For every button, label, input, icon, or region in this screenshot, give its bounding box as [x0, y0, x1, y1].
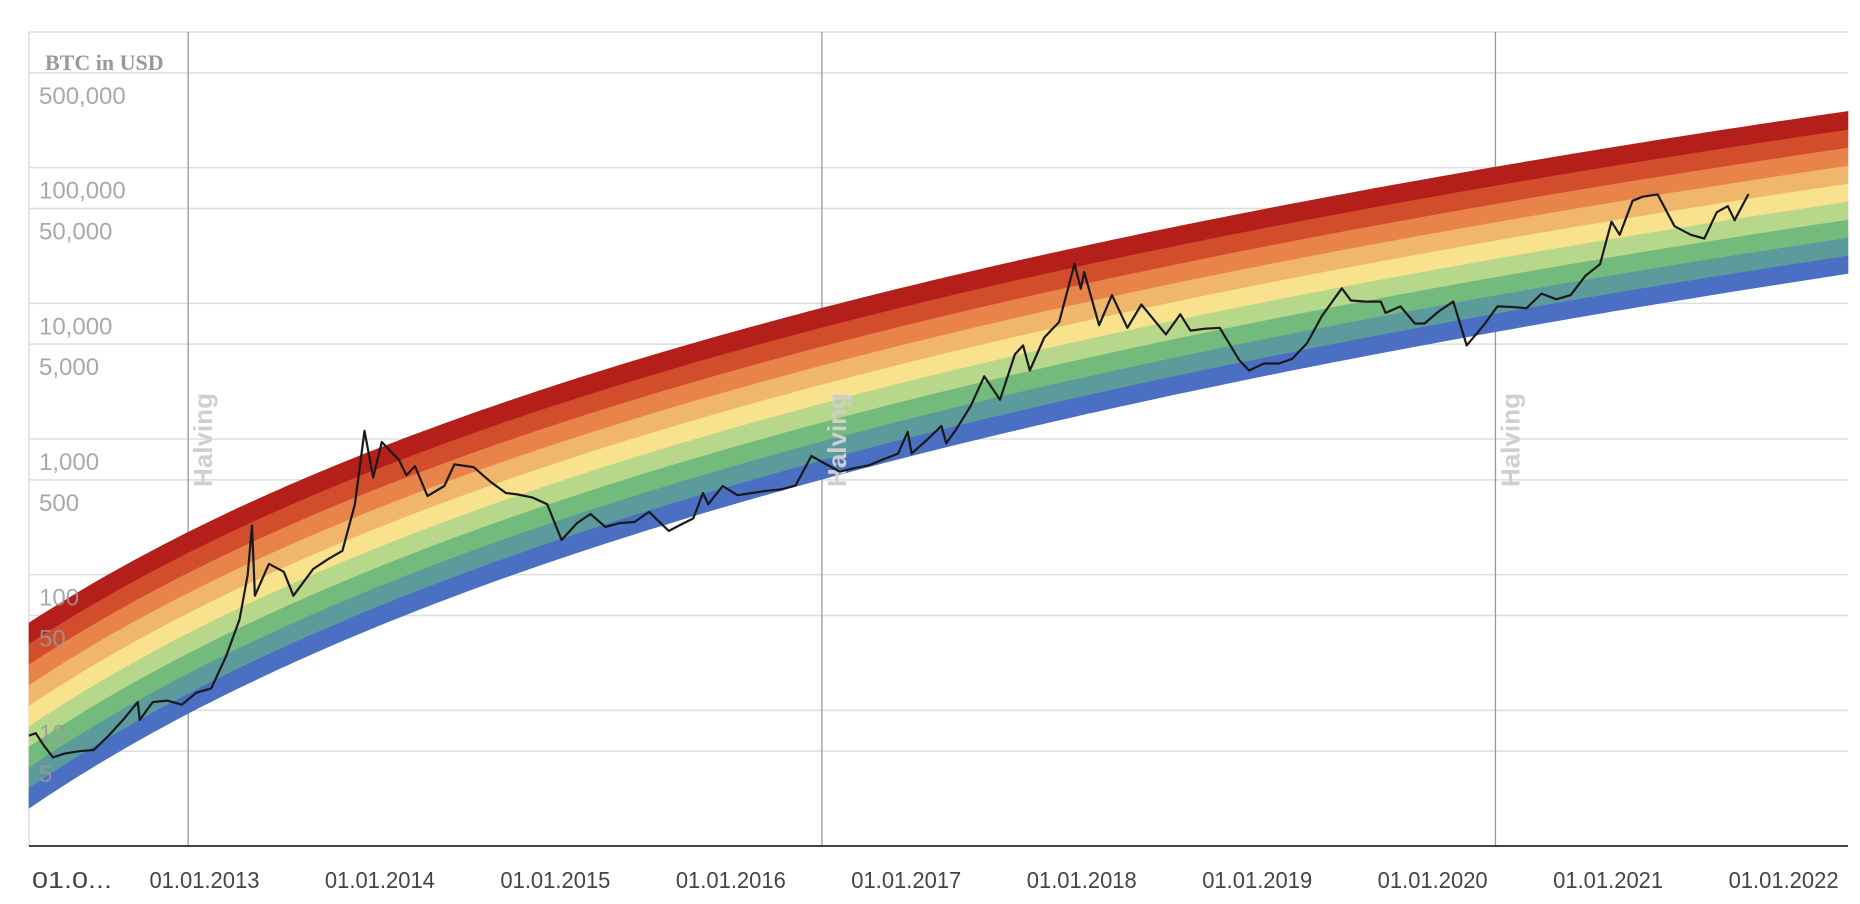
y-axis-labels: 500,000 100,000 50,000 10,000 5,000 1,000 500 1… — [39, 83, 126, 788]
price-line — [28, 193, 1750, 759]
halving-label: Halving — [822, 393, 852, 487]
x-tick-label: 01.01.2013 — [149, 867, 259, 893]
x-tick-label: 01.01.2017 — [851, 867, 961, 893]
x-tick-label: 01.01.2014 — [325, 867, 435, 893]
halving-labels: Halving Halving Halving — [188, 393, 1525, 487]
x-tick-label: 01.01.2019 — [1202, 867, 1312, 893]
y-tick-label: 10 — [39, 720, 66, 747]
y-axis-title: BTC in USD — [45, 50, 164, 75]
rainbow-bands — [28, 111, 1849, 809]
x-axis-labels: 01.0... 01.01.2013 01.01.2014 01.01.2015 01.… — [32, 867, 1839, 893]
y-tick-label: 500,000 — [39, 83, 126, 110]
x-tick-label: 01.0... — [32, 867, 112, 893]
x-tick-label: 01.01.2016 — [676, 867, 786, 893]
x-tick-label: 01.01.2022 — [1729, 867, 1839, 893]
y-tick-label: 500 — [39, 490, 79, 517]
x-tick-label: 01.01.2015 — [500, 867, 610, 893]
halving-label: Halving — [1495, 393, 1525, 487]
y-tick-label: 5,000 — [39, 354, 99, 381]
x-tick-label: 01.01.2021 — [1553, 867, 1663, 893]
x-tick-label: 01.01.2020 — [1378, 867, 1488, 893]
y-tick-label: 100,000 — [39, 178, 126, 205]
halving-label: Halving — [188, 393, 218, 487]
y-tick-label: 10,000 — [39, 313, 112, 340]
y-tick-label: 5 — [39, 761, 52, 788]
y-tick-label: 50,000 — [39, 219, 112, 246]
rainbow-band — [28, 111, 1849, 645]
y-tick-label: 50 — [39, 626, 66, 653]
y-tick-label: 1,000 — [39, 449, 99, 476]
y-tick-label: 100 — [39, 585, 79, 612]
x-tick-label: 01.01.2018 — [1027, 867, 1137, 893]
